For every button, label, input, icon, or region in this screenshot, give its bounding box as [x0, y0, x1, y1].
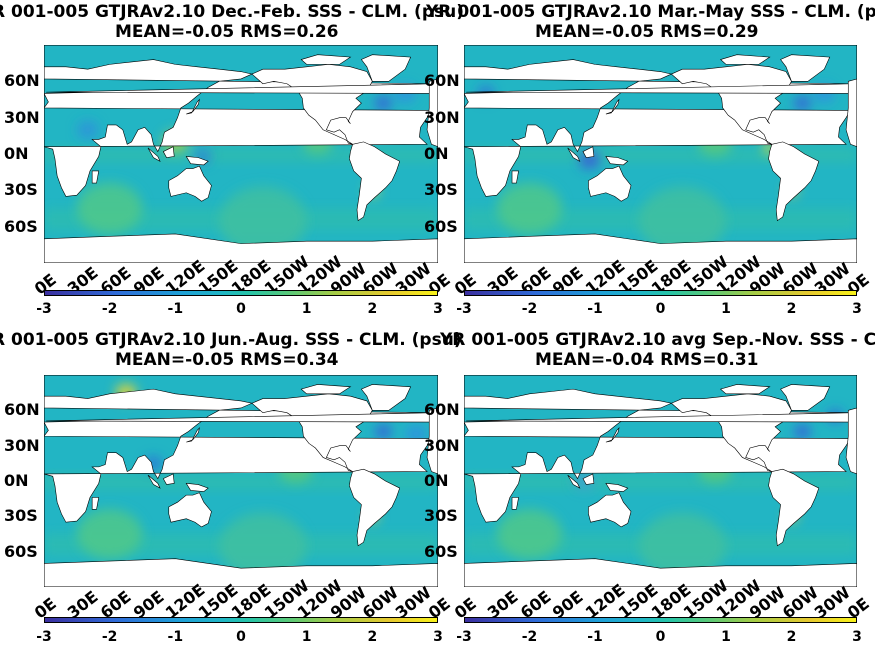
colorbar-tick: 1 — [301, 301, 312, 317]
colorbar-tick: 2 — [786, 629, 797, 645]
lat-label: 60N — [4, 400, 40, 420]
colorbar-tick: -2 — [521, 629, 538, 645]
colorbar-tick: -1 — [167, 629, 184, 645]
colorbar-tick: -2 — [521, 301, 538, 317]
panel-stats: MEAN=-0.05 RMS=0.34 — [115, 350, 339, 370]
colorbar-tick: -2 — [101, 629, 118, 645]
colorbar-tick: 0 — [655, 301, 666, 317]
map-svg — [44, 375, 438, 587]
colorbar-tick: -3 — [456, 629, 472, 645]
panel-title: R 001-005 GTJRAv2.10 Jun.-Aug. SSS - CLM… — [0, 330, 462, 350]
lat-label: 60N — [424, 71, 460, 91]
colorbar-tick: 3 — [852, 301, 862, 317]
colorbar-tick: 1 — [721, 301, 731, 317]
colorbar-tick: -1 — [167, 301, 184, 317]
panel-stats: MEAN=-0.05 RMS=0.26 — [115, 22, 339, 42]
land-layer — [464, 55, 857, 263]
colorbar-tick: -3 — [456, 301, 472, 317]
panel-title: YR 001-005 GTJRAv2.10 avg Sep.-Nov. SSS … — [440, 330, 875, 350]
lat-label: 60S — [424, 216, 458, 236]
map-svg — [44, 45, 438, 263]
colorbar-tick: 3 — [433, 629, 443, 645]
colorbar-tick: 3 — [852, 629, 862, 645]
lat-label: 0N — [424, 471, 449, 490]
lat-label: 0N — [424, 144, 449, 163]
colorbar — [44, 617, 438, 623]
lat-label: 30S — [424, 180, 458, 200]
colorbar-tick: 1 — [301, 629, 312, 645]
colorbar — [464, 617, 857, 623]
land-layer — [464, 384, 857, 587]
colorbar-tick: 3 — [433, 301, 443, 317]
colorbar-tick: -3 — [36, 629, 52, 645]
colorbar-tick: -2 — [101, 301, 118, 317]
lat-label: 0N — [4, 144, 29, 163]
lat-label: 30N — [4, 435, 40, 455]
colorbar-tick: 2 — [367, 301, 378, 317]
panel-stats: MEAN=-0.04 RMS=0.31 — [535, 350, 759, 370]
colorbar-tick: -1 — [587, 301, 603, 317]
colorbar-tick: -3 — [36, 301, 52, 317]
lat-label: 0N — [4, 471, 29, 490]
colorbar-tick: 2 — [786, 301, 797, 317]
colorbar-tick: 0 — [236, 629, 246, 645]
lat-label: 30S — [4, 180, 38, 200]
map-panel — [464, 375, 857, 587]
colorbar-tick: 1 — [721, 629, 731, 645]
map-svg — [464, 375, 857, 587]
land-layer — [44, 55, 438, 263]
colorbar — [44, 290, 438, 296]
panel-title: YR 001-005 GTJRAv2.10 Mar.-May SSS - CLM… — [426, 2, 875, 22]
lat-label: 60S — [424, 541, 458, 561]
colorbar-tick: -1 — [587, 629, 603, 645]
map-panel — [44, 45, 438, 263]
map-svg — [464, 45, 857, 263]
lat-label: 30S — [4, 506, 38, 526]
map-panel — [464, 45, 857, 263]
panel-title: R 001-005 GTJRAv2.10 Dec.-Feb. SSS - CLM… — [0, 2, 464, 22]
colorbar-tick: 0 — [655, 629, 666, 645]
lat-label: 60S — [4, 541, 38, 561]
colorbar-tick: 2 — [367, 629, 378, 645]
anomaly-layer — [477, 84, 836, 255]
lat-label: 60N — [4, 71, 40, 91]
land-layer — [44, 384, 438, 587]
lat-label: 60S — [4, 216, 38, 236]
colorbar-tick: 0 — [236, 301, 246, 317]
colorbar — [464, 290, 857, 296]
lat-label: 30N — [4, 107, 40, 127]
map-panel — [44, 375, 438, 587]
lat-label: 30N — [424, 435, 460, 455]
panel-stats: MEAN=-0.05 RMS=0.29 — [535, 22, 759, 42]
lat-label: 30N — [424, 107, 460, 127]
lat-label: 30S — [424, 506, 458, 526]
lat-label: 60N — [424, 400, 460, 420]
